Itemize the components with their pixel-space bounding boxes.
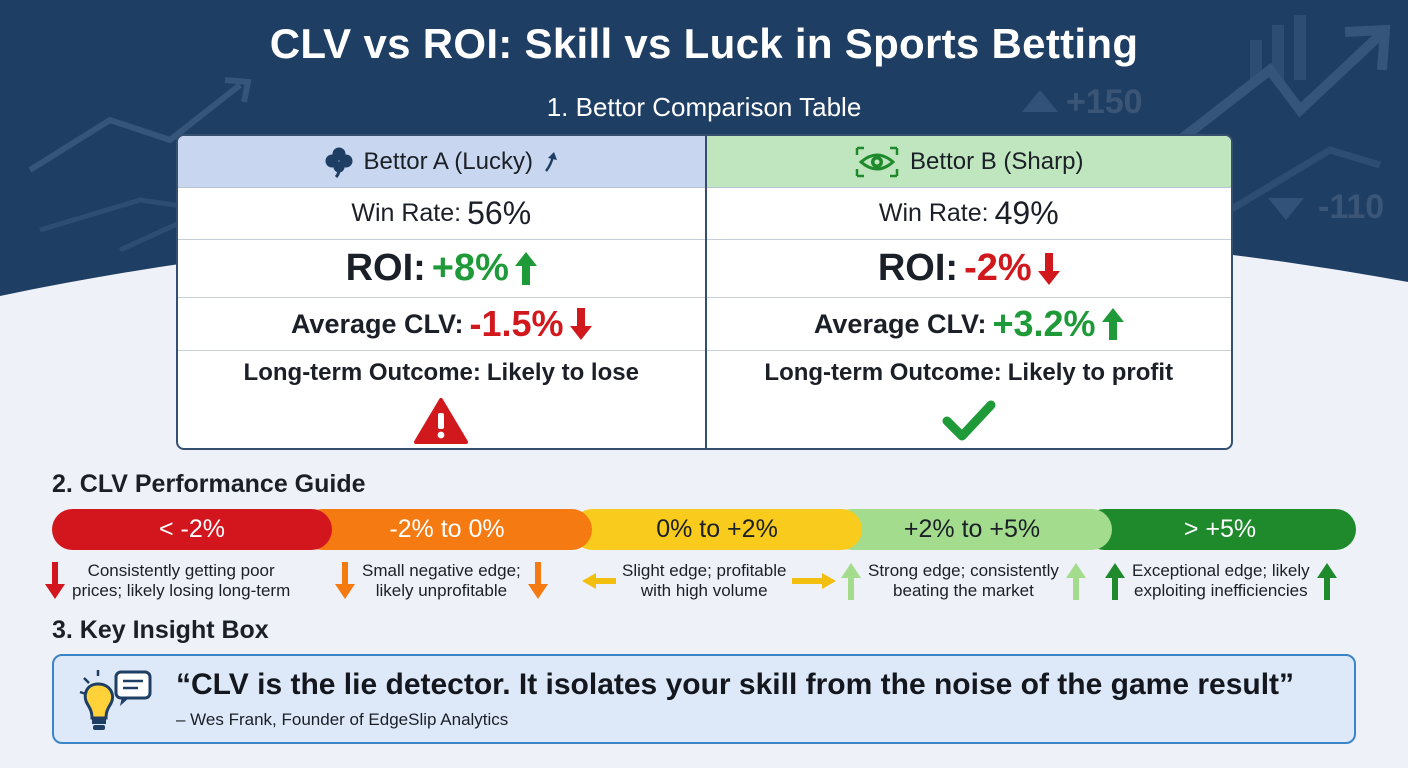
win-rate-label: Win Rate: [351, 199, 462, 227]
section-heading-guide: 2. CLV Performance Guide [52, 470, 366, 498]
bettor-b-roi: -2% [964, 247, 1032, 289]
bettor-b-clv: +3.2% [992, 303, 1096, 344]
bettor-a-name: Bettor A (Lucky) [363, 147, 533, 175]
clover-icon [325, 147, 353, 178]
bettor-b-roi-row: ROI: -2% [706, 240, 1231, 298]
guide-desc-4-line-1: Strong edge; consistently [868, 561, 1059, 580]
guide-desc-5-line-2: exploiting inefficiencies [1134, 581, 1308, 600]
guide-desc-3: Slight edge; profitable with high volume [582, 560, 837, 602]
trend-up-icon [544, 151, 557, 172]
guide-segment-2: -2% to 0% [302, 509, 592, 550]
arrow-up-dark-green-icon [1105, 563, 1125, 600]
guide-segment-1: < -2% [52, 509, 332, 550]
arrow-down-red-icon [45, 562, 65, 599]
clv-performance-bar: > +5% +2% to +5% 0% to +2% -2% to 0% < -… [52, 509, 1356, 550]
outcome-label: Long-term Outcome: [243, 359, 481, 386]
bettor-a-win-rate-row: Win Rate: 56% [178, 188, 705, 240]
guide-desc-1-line-2: prices; likely losing long-term [72, 581, 291, 600]
guide-desc-2-line-2: likely unprofitable [375, 581, 508, 600]
arrow-down-red-icon [1037, 252, 1060, 285]
guide-desc-4-line-2: beating the market [893, 581, 1034, 600]
arrow-up-light-green-icon [841, 563, 861, 600]
guide-range-3: 0% to +2% [656, 515, 778, 543]
arrow-down-orange-icon [527, 562, 548, 599]
insight-quote: “CLV is the lie detector. It isolates yo… [176, 668, 1295, 701]
roi-label: ROI: [345, 247, 426, 289]
guide-range-4: +2% to +5% [903, 515, 1041, 543]
roi-label: ROI: [877, 247, 959, 289]
arrow-up-dark-green-icon [1316, 563, 1337, 600]
bettor-a-outcome-row: Long-term Outcome: Likely to lose [178, 351, 705, 448]
guide-desc-1: Consistently getting poor prices; likely … [44, 560, 290, 602]
bettor-b-header: Bettor B (Sharp) [706, 136, 1231, 188]
bettor-a-roi-row: ROI: +8% [178, 240, 705, 298]
checkmark-icon [942, 400, 996, 441]
win-rate-label: Win Rate: [878, 199, 989, 227]
clv-label: Average CLV: [813, 308, 987, 339]
arrow-up-light-green-icon [1065, 563, 1086, 600]
bettor-b-name: Bettor B (Sharp) [910, 147, 1084, 175]
page-title: CLV vs ROI: Skill vs Luck in Sports Bett… [269, 20, 1139, 67]
key-insight-box: “CLV is the lie detector. It isolates yo… [52, 654, 1356, 744]
bettor-b-win-rate: 49% [994, 195, 1059, 231]
guide-desc-3-line-1: Slight edge; profitable [622, 561, 787, 580]
guide-desc-2: Small negative edge; likely unprofitable [334, 560, 549, 602]
eye-icon [855, 146, 899, 177]
guide-segment-4: +2% to +5% [832, 509, 1112, 550]
guide-desc-5: Exceptional edge; likely exploiting ineff… [1104, 560, 1338, 602]
guide-desc-2-line-1: Small negative edge; [362, 561, 521, 580]
arrow-down-red-icon [569, 308, 592, 340]
deco-odds-down: -110 [1318, 188, 1385, 226]
guide-range-5: > +5% [1183, 515, 1257, 543]
arrow-right-yellow-icon [792, 573, 837, 589]
guide-segment-5: > +5% [1084, 509, 1356, 550]
bettor-b-column: Bettor B (Sharp) Win Rate: 49% ROI: -2% … [704, 136, 1232, 448]
guide-range-1: < -2% [158, 515, 225, 543]
arrow-left-yellow-icon [582, 573, 616, 589]
bettor-a-outcome: Likely to lose [486, 359, 639, 386]
guide-range-2: -2% to 0% [389, 515, 505, 543]
bettor-b-outcome: Likely to profit [1007, 359, 1174, 386]
bettor-b-clv-row: Average CLV: +3.2% [706, 298, 1231, 351]
arrow-down-orange-icon [335, 562, 355, 599]
bettor-a-clv-row: Average CLV: -1.5% [178, 298, 705, 351]
bettor-a-column: Bettor A (Lucky) Win Rate: 56% ROI: +8% … [178, 136, 705, 448]
section-heading-comparison: 1. Bettor Comparison Table [546, 92, 862, 122]
bettor-b-outcome-row: Long-term Outcome: Likely to profit [707, 351, 1232, 448]
deco-odds-up: +150 [1066, 83, 1143, 121]
bettor-a-clv: -1.5% [469, 303, 564, 344]
bettor-a-win-rate: 56% [467, 195, 532, 231]
bettor-a-roi: +8% [431, 247, 509, 289]
bettor-a-header: Bettor A (Lucky) [178, 136, 705, 188]
guide-desc-4: Strong edge; consistently beating the mar… [840, 560, 1087, 602]
section-heading-insight: 3. Key Insight Box [52, 616, 269, 644]
guide-desc-3-line-2: with high volume [640, 581, 768, 600]
warning-icon [414, 398, 469, 444]
bettor-comparison-table: Bettor A (Lucky) Win Rate: 56% ROI: +8% … [176, 134, 1233, 450]
bettor-b-win-rate-row: Win Rate: 49% [706, 188, 1231, 240]
outcome-label: Long-term Outcome: [764, 359, 1002, 386]
arrow-up-green-icon [1101, 308, 1124, 340]
guide-desc-5-line-1: Exceptional edge; likely [1132, 561, 1310, 580]
clv-label: Average CLV: [290, 308, 464, 339]
guide-segment-3: 0% to +2% [572, 509, 862, 550]
guide-desc-1-line-1: Consistently getting poor [87, 561, 275, 580]
lightbulb-chat-icon [79, 670, 152, 730]
arrow-up-green-icon [514, 251, 537, 285]
insight-attribution: – Wes Frank, Founder of EdgeSlip Analyti… [176, 710, 509, 729]
